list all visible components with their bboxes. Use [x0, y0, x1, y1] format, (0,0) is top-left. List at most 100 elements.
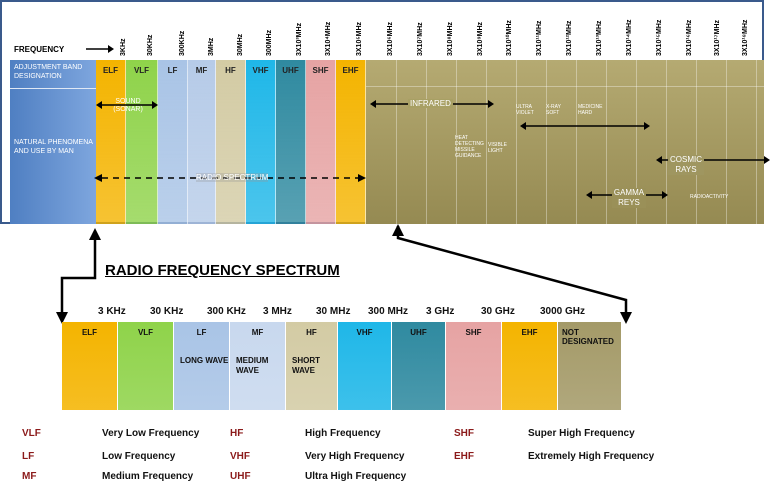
bottom-band-label: NOT DESIGNATED — [562, 328, 614, 346]
olive-column-divider — [666, 60, 667, 224]
top-band-column: VLF — [126, 60, 158, 224]
radio-spectrum-arrow — [94, 174, 366, 182]
xray-arrow — [520, 122, 650, 130]
legend-code: VLF — [22, 428, 41, 439]
bottom-band-label: VHF — [356, 328, 373, 337]
sound-arrow — [96, 101, 158, 109]
radio-spectrum-label: RADIO SPECTRUM — [196, 173, 269, 182]
label-column — [10, 60, 96, 224]
olive-column-divider — [486, 60, 487, 224]
top-band-column: EHF — [336, 60, 366, 224]
olive-column-divider — [576, 60, 577, 224]
legend-code: HF — [230, 428, 244, 439]
top-band-label: UHF — [282, 66, 299, 75]
bottom-frequency-label: 3 MHz — [263, 306, 292, 317]
olive-column-divider — [516, 60, 517, 224]
radioactivity-label: RADIOACTIVITY — [690, 194, 729, 200]
legend-text: Super High Frequency — [528, 428, 635, 439]
ultra-violet-label: ULTRA VIOLET — [516, 104, 534, 116]
bottom-title: RADIO FREQUENCY SPECTRUM — [105, 262, 340, 279]
bottom-frequency-label: 3 KHz — [98, 306, 126, 317]
bottom-band-block: VHF — [338, 322, 392, 410]
bottom-band-block: SHF — [446, 322, 502, 410]
top-band-label: EHF — [342, 66, 359, 75]
top-band-column: UHF — [276, 60, 306, 224]
heat-label: HEAT DETECTING MISSILE GUIDANCE — [455, 135, 484, 159]
bottom-band-block: EHF — [502, 322, 558, 410]
cosmic-rays-label: COSMIC RAYS — [668, 155, 704, 175]
top-band-label: SHF — [312, 66, 329, 75]
frequency-label: FREQUENCY — [14, 45, 65, 54]
row-label-adjusted: ADJUSTMENT BAND DESIGNATION — [14, 64, 83, 80]
legend-code: SHF — [454, 428, 474, 439]
legend-code: MF — [22, 471, 37, 482]
bottom-band-label: EHF — [521, 328, 538, 337]
bottom-band-block: HF SHORT WAVE — [286, 322, 338, 410]
bottom-frequency-label: 30 GHz — [481, 306, 515, 317]
legend-code: VHF — [230, 451, 250, 462]
olive-column-divider — [456, 60, 457, 224]
legend-text: Ultra High Frequency — [305, 471, 407, 482]
bottom-band-description: LONG WAVE — [180, 356, 229, 365]
frequency-arrow — [86, 45, 114, 53]
olive-column-divider — [756, 60, 757, 224]
bottom-band-description: MEDIUM WAVE — [236, 356, 269, 375]
label-divider — [10, 88, 96, 89]
infrared-label: INFRARED — [408, 99, 453, 108]
high-frequency-region — [366, 60, 764, 224]
bottom-band-label: SHF — [465, 328, 482, 337]
bottom-band-block: MF MEDIUM WAVE — [230, 322, 286, 410]
bottom-band-label: MF — [251, 328, 264, 337]
olive-column-divider — [546, 60, 547, 224]
top-band-column: SHF — [306, 60, 336, 224]
legend-code: LF — [22, 451, 35, 462]
gamma-rays-label: GAMMA REYS — [612, 188, 646, 208]
bottom-band-label: LF — [196, 328, 207, 337]
legend-code: UHF — [230, 471, 251, 482]
top-band-label: ELF — [102, 66, 119, 75]
top-band-column: ELF — [96, 60, 126, 224]
olive-column-divider — [636, 60, 637, 224]
legend-text: High Frequency — [305, 428, 381, 439]
bottom-frequency-label: 300 MHz — [368, 306, 409, 317]
top-band-column: VHF — [246, 60, 276, 224]
visible-light-label: VISIBLE LIGHT — [488, 142, 507, 154]
bottom-frequency-label: 300 KHz — [207, 306, 246, 317]
bottom-band-label: ELF — [81, 328, 98, 337]
top-band-column: HF — [216, 60, 246, 224]
olive-row-divider — [366, 86, 764, 87]
bottom-frequency-label: 3000 GHz — [540, 306, 586, 317]
bottom-band-block: ELF — [62, 322, 118, 410]
legend-text: Very High Frequency — [305, 451, 405, 462]
bottom-frequency-label: 3 GHz — [426, 306, 455, 317]
xray-soft-label: X-RAY SOFT — [546, 104, 561, 116]
bottom-band-label: HF — [306, 328, 317, 337]
medicine-hard-label: MEDICINE HARD — [578, 104, 603, 116]
row-label-natural: NATURAL PHENOMENA AND USE BY MAN — [14, 139, 93, 155]
top-band-label: LF — [167, 66, 178, 75]
bottom-band-label: UHF — [410, 328, 427, 337]
legend-text: Extremely High Frequency — [528, 451, 655, 462]
legend-text: Medium Frequency — [102, 471, 194, 482]
bottom-frequency-label: 30 KHz — [150, 306, 184, 317]
legend-text: Very Low Frequency — [102, 428, 200, 439]
top-band-label: HF — [225, 66, 236, 75]
top-band-label: VHF — [252, 66, 269, 75]
top-band-label: MF — [195, 66, 208, 75]
bottom-band-block: LF LONG WAVE — [174, 322, 230, 410]
olive-column-divider — [726, 60, 727, 224]
top-band-column: MF — [188, 60, 216, 224]
top-band-column: LF — [158, 60, 188, 224]
olive-column-divider — [426, 60, 427, 224]
legend-text: Low Frequency — [102, 451, 176, 462]
bottom-band-block: VLF — [118, 322, 174, 410]
sound-label: SOUND (SONAR) — [113, 98, 143, 113]
bottom-band-label: VLF — [137, 328, 154, 337]
top-band-label: VLF — [133, 66, 150, 75]
bottom-band-block: UHF — [392, 322, 446, 410]
legend-code: EHF — [454, 451, 474, 462]
bottom-band-block: NOT DESIGNATED — [558, 322, 622, 410]
bottom-frequency-label: 30 MHz — [316, 306, 351, 317]
olive-column-divider — [606, 60, 607, 224]
